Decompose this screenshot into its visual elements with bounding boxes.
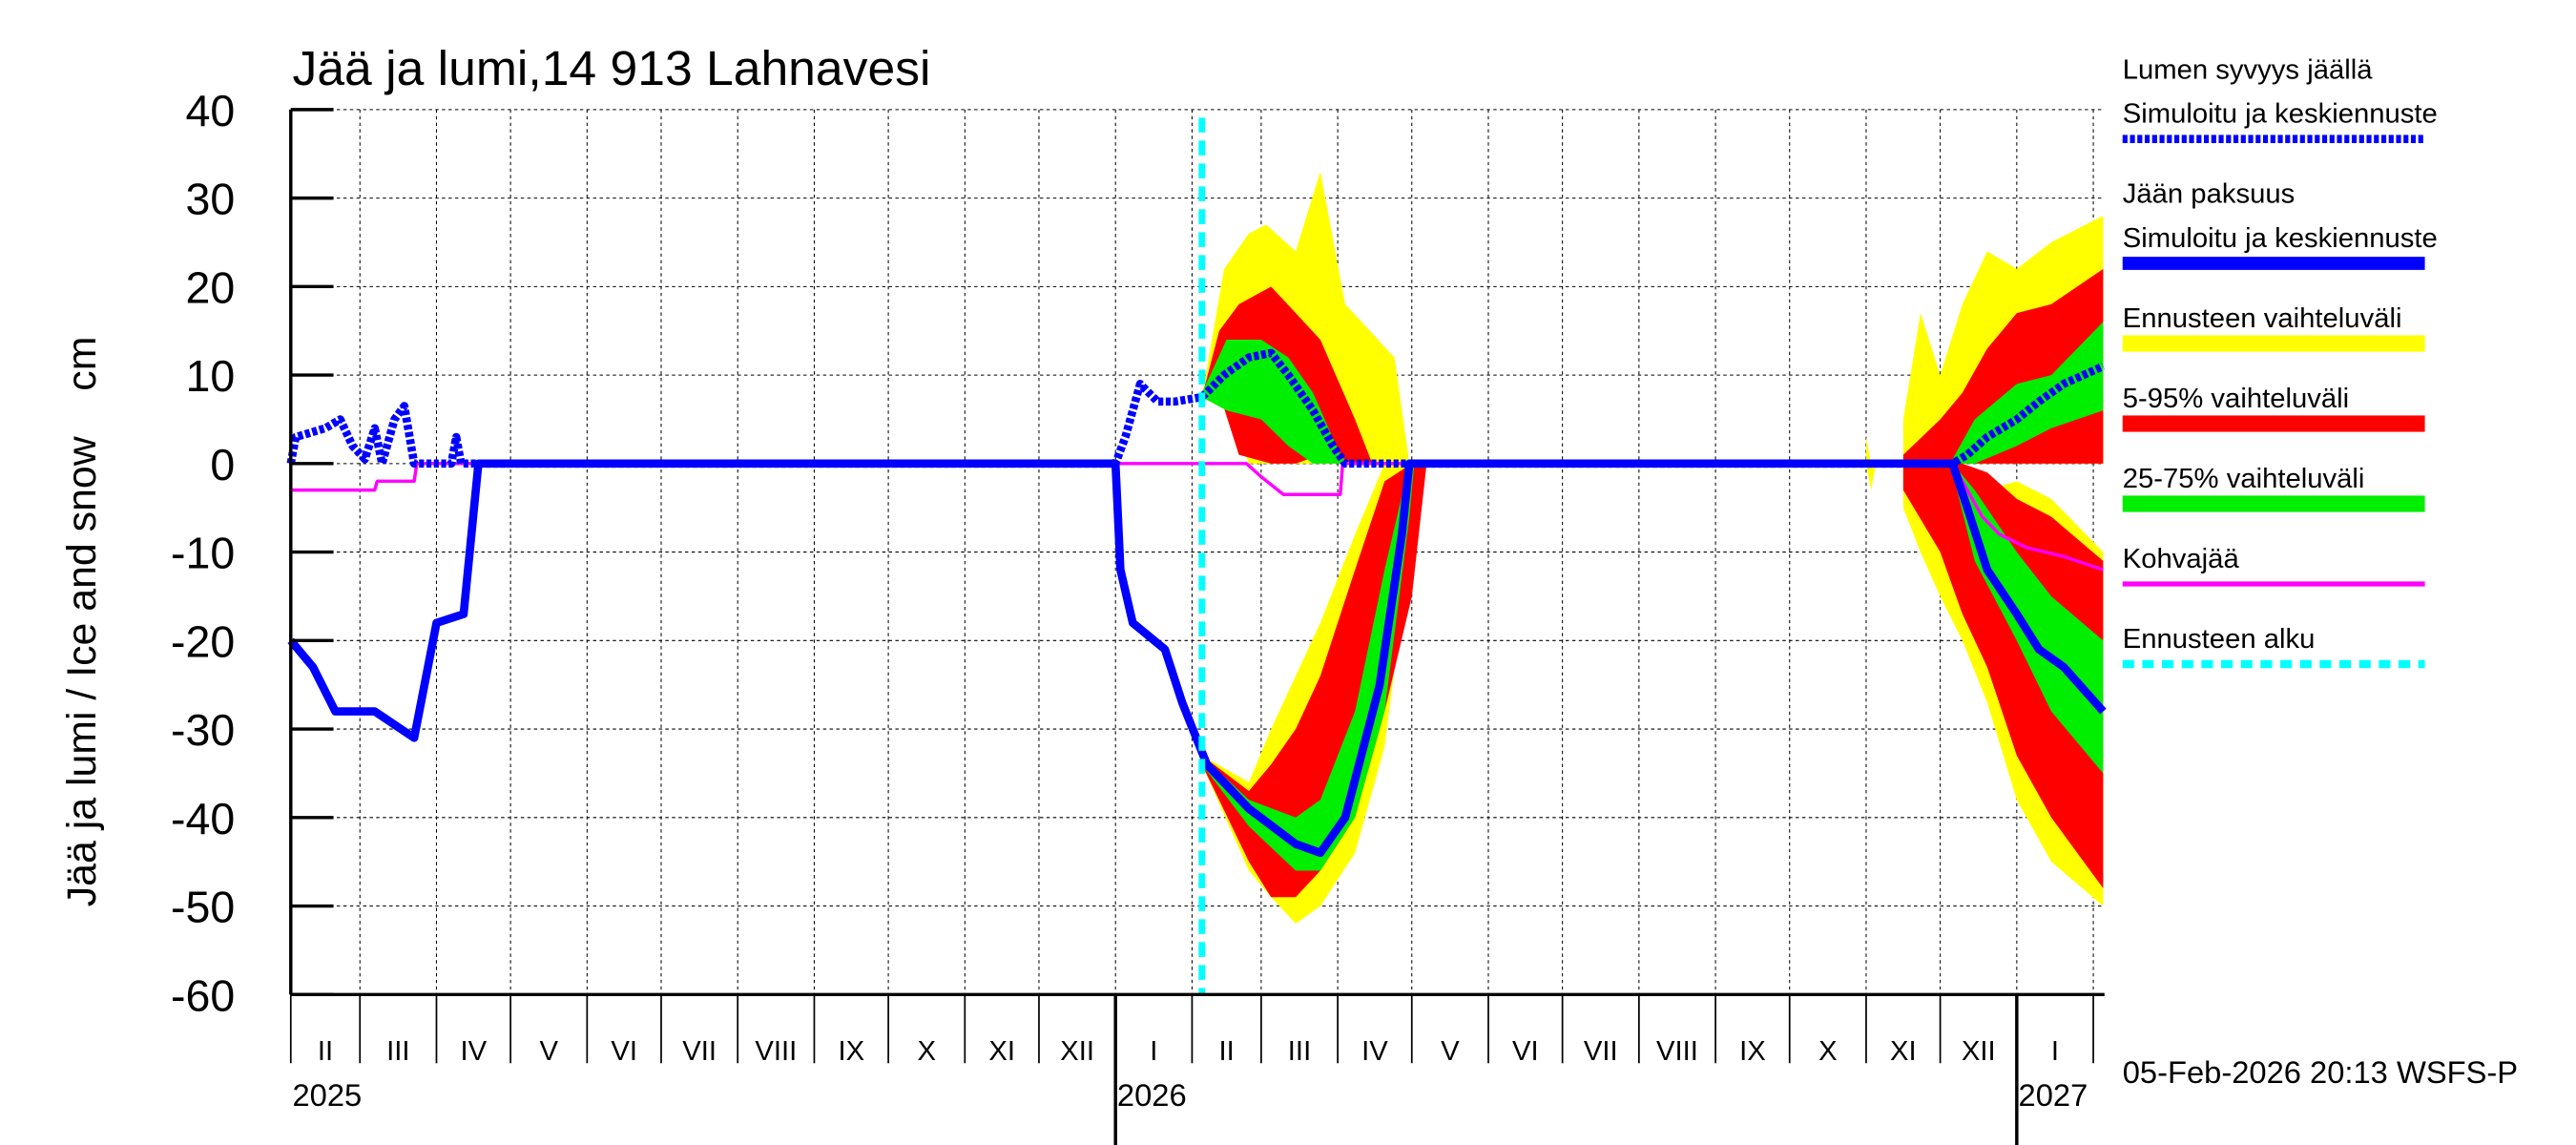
- month-label: I: [1150, 1036, 1157, 1067]
- month-label: V: [1441, 1036, 1460, 1067]
- year-label: 2026: [1117, 1077, 1187, 1113]
- legend-label: Jään paksuus: [2123, 179, 2296, 210]
- bands: [1201, 171, 2104, 925]
- band-ff0000: [1902, 463, 2104, 889]
- month-label: VII: [1584, 1036, 1618, 1067]
- legend-label: 5-95% vaihteluväli: [2123, 384, 2349, 414]
- band-00ee00: [1201, 340, 1348, 464]
- band-00ee00: [1952, 322, 2104, 464]
- y-tick-label: 0: [210, 440, 235, 489]
- month-label: II: [1219, 1036, 1235, 1067]
- timestamp: 05-Feb-2026 20:13 WSFS-P: [2123, 1054, 2518, 1090]
- month-label: XI: [988, 1036, 1015, 1067]
- month-label: I: [2051, 1036, 2059, 1067]
- legend-label: Simuloitu ja keskiennuste: [2123, 99, 2438, 130]
- y-tick-label: 30: [186, 175, 236, 224]
- legend-label: 25-75% vaihteluväli: [2123, 464, 2365, 494]
- y-tick-label: 40: [186, 86, 236, 135]
- month-label: II: [318, 1036, 333, 1067]
- month-label: XII: [1962, 1036, 1996, 1067]
- legend-label: Lumen syvyys jäällä: [2123, 54, 2374, 85]
- y-tick-label: 20: [186, 263, 236, 313]
- series-lines: [286, 117, 2107, 995]
- legend-swatch: [2122, 335, 2425, 352]
- year-label: 2027: [2019, 1077, 2088, 1113]
- legend-label: Ennusteen vaihteluväli: [2123, 303, 2402, 334]
- month-label: VI: [611, 1036, 637, 1067]
- month-label: IX: [1739, 1036, 1766, 1067]
- month-label: IV: [460, 1036, 487, 1067]
- month-label: VI: [1512, 1036, 1539, 1067]
- month-label: IX: [838, 1036, 864, 1067]
- y-tick-label: -30: [171, 705, 235, 755]
- band-ff0000: [1201, 463, 1427, 898]
- grid: [290, 109, 2105, 995]
- month-label: VIII: [755, 1036, 797, 1067]
- month-label: XI: [1890, 1036, 1917, 1067]
- y-tick-label: -40: [171, 794, 235, 843]
- month-label: VII: [682, 1036, 717, 1067]
- series-line: [287, 459, 2107, 858]
- chart-title: Jää ja lumi,14 913 Lahnavesi: [293, 40, 931, 95]
- month-label: X: [1818, 1036, 1838, 1067]
- legend-label: Ennusteen alku: [2123, 624, 2316, 655]
- legend-swatch: [2122, 495, 2425, 512]
- y-tick-label: -20: [171, 617, 235, 667]
- legend-label: Kohvajää: [2123, 544, 2240, 574]
- month-label: X: [917, 1036, 936, 1067]
- legend-swatch: [2122, 415, 2425, 432]
- month-label: XII: [1060, 1036, 1094, 1067]
- y-tick-label: 10: [186, 351, 236, 401]
- month-label: V: [539, 1036, 558, 1067]
- y-axis-label: Jää ja lumi / Ice and snow cm: [59, 337, 105, 907]
- month-label: IV: [1361, 1036, 1388, 1067]
- series-line: [290, 462, 2104, 572]
- y-tick-label: -50: [171, 883, 235, 932]
- year-label: 2025: [293, 1077, 363, 1113]
- series-line: [286, 348, 2106, 468]
- month-label: III: [1288, 1036, 1311, 1067]
- month-label: III: [386, 1036, 409, 1067]
- y-tick-label: -60: [171, 971, 235, 1021]
- month-label: VIII: [1656, 1036, 1698, 1067]
- band-00ee00: [1952, 463, 2104, 774]
- y-tick-label: -10: [171, 529, 235, 578]
- legend: Lumen syvyys jäällä Simuloitu ja keskienn…: [2122, 54, 2438, 669]
- legend-label: Simuloitu ja keskiennuste: [2123, 223, 2438, 254]
